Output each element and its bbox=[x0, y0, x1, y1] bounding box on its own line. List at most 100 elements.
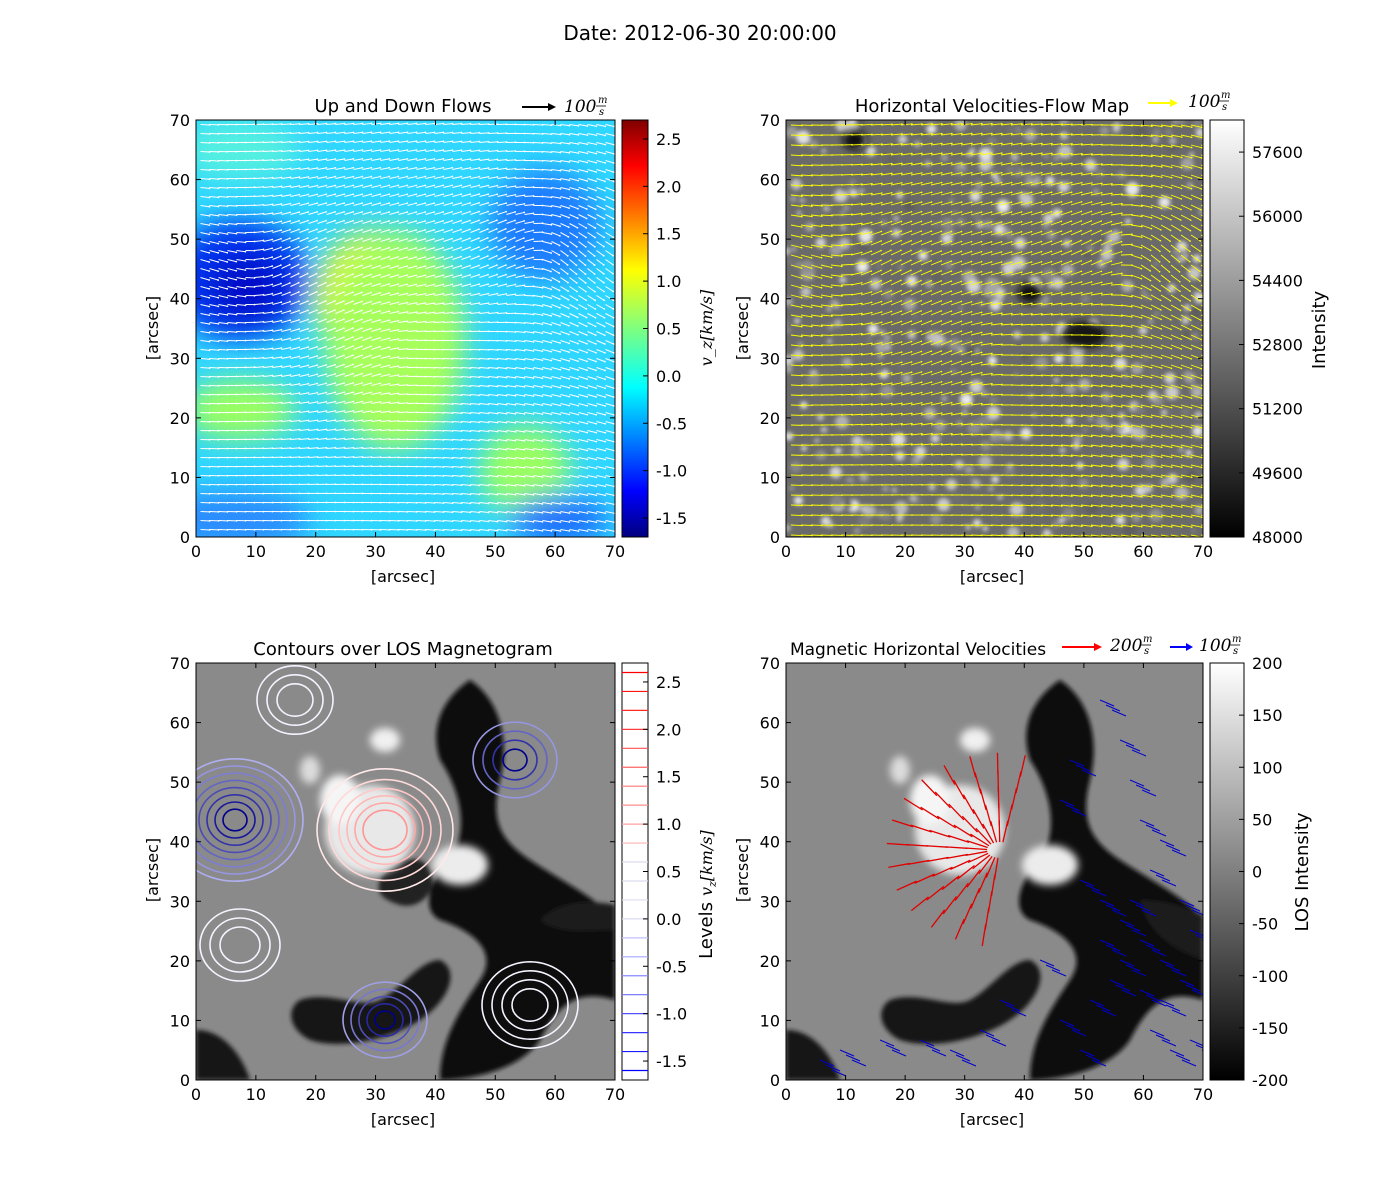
granule bbox=[1167, 284, 1176, 293]
velocity-arrow bbox=[281, 383, 291, 386]
velocity-arrow bbox=[290, 282, 299, 287]
velocity-arrow-head bbox=[532, 247, 535, 249]
velocity-arrow bbox=[533, 295, 543, 298]
granule bbox=[1133, 126, 1147, 140]
velocity-arrow-head bbox=[567, 235, 570, 238]
granule bbox=[1094, 189, 1099, 195]
velocity-arrow bbox=[353, 428, 363, 431]
velocity-arrow bbox=[587, 223, 596, 229]
velocity-arrow bbox=[290, 356, 300, 359]
velocity-arrow bbox=[470, 511, 480, 513]
velocity-arrow bbox=[407, 238, 417, 242]
velocity-arrow-head bbox=[595, 440, 598, 443]
velocity-arrow bbox=[389, 184, 399, 188]
velocity-arrow bbox=[560, 520, 570, 523]
velocity-arrow-head bbox=[568, 530, 571, 532]
velocity-arrow-head bbox=[388, 122, 391, 125]
velocity-arrow-head bbox=[586, 485, 589, 488]
velocity-arrow-head bbox=[342, 300, 345, 303]
velocity-arrow-head bbox=[505, 167, 508, 170]
velocity-arrow-head bbox=[514, 511, 517, 514]
velocity-arrow bbox=[497, 150, 507, 152]
velocity-arrow bbox=[560, 196, 570, 200]
velocity-arrow-head bbox=[496, 283, 499, 286]
velocity-arrow bbox=[398, 220, 408, 224]
velocity-arrow-head bbox=[307, 193, 310, 196]
velocity-arrow bbox=[479, 228, 489, 233]
velocity-arrow bbox=[398, 402, 408, 404]
velocity-arrow-head bbox=[951, 122, 953, 125]
granule bbox=[1014, 372, 1019, 377]
velocity-arrow bbox=[614, 259, 615, 261]
velocity-arrow bbox=[398, 302, 408, 305]
velocity-arrow bbox=[533, 520, 543, 523]
velocity-arrow-head bbox=[442, 219, 445, 222]
velocity-arrow-head bbox=[496, 430, 499, 433]
velocity-arrow-head bbox=[271, 194, 274, 197]
velocity-arrow bbox=[281, 185, 291, 188]
velocity-arrow bbox=[596, 223, 605, 229]
velocity-arrow-head bbox=[593, 273, 596, 275]
velocity-arrow-head bbox=[478, 158, 481, 161]
velocity-arrow bbox=[308, 228, 318, 233]
granule bbox=[1112, 122, 1121, 131]
velocity-arrow bbox=[488, 202, 498, 206]
velocity-arrow bbox=[371, 355, 381, 359]
x-tick-label: 20 bbox=[306, 542, 326, 561]
velocity-arrow bbox=[506, 349, 516, 351]
velocity-arrow-head bbox=[469, 193, 472, 196]
velocity-arrow-head bbox=[388, 328, 391, 331]
colorbar-tick-label: -1.0 bbox=[656, 462, 687, 481]
velocity-arrow bbox=[308, 291, 317, 296]
velocity-arrow bbox=[326, 273, 335, 278]
colorbar-tick-label: 1.0 bbox=[656, 272, 681, 291]
velocity-arrow bbox=[299, 401, 309, 404]
velocity-arrow-head bbox=[388, 166, 391, 169]
velocity-arrow bbox=[281, 374, 291, 377]
velocity-arrow-head bbox=[532, 484, 535, 487]
velocity-arrow-head bbox=[415, 122, 418, 125]
velocity-arrow-head bbox=[316, 167, 319, 169]
velocity-arrow bbox=[515, 367, 525, 370]
velocity-arrow bbox=[299, 246, 308, 251]
velocity-arrow bbox=[470, 141, 480, 143]
velocity-arrow-head bbox=[217, 322, 220, 325]
velocity-arrow bbox=[443, 412, 453, 414]
velocity-arrow-head bbox=[307, 401, 310, 403]
velocity-arrow bbox=[362, 447, 372, 449]
velocity-arrow-head bbox=[559, 315, 561, 318]
granule bbox=[789, 460, 802, 473]
granule bbox=[815, 163, 821, 168]
velocity-arrow-head bbox=[568, 377, 571, 380]
velocity-arrow bbox=[452, 158, 462, 161]
velocity-arrow-head bbox=[586, 180, 589, 182]
velocity-arrow-head bbox=[316, 400, 319, 403]
velocity-arrow bbox=[605, 457, 615, 461]
velocity-arrow-head bbox=[575, 273, 578, 276]
velocity-arrow bbox=[434, 149, 444, 152]
velocity-arrow-head bbox=[351, 291, 354, 294]
velocity-arrow bbox=[452, 193, 462, 197]
velocity-arrow bbox=[596, 349, 606, 354]
granule bbox=[842, 357, 852, 368]
velocity-arrow-head bbox=[424, 140, 427, 143]
velocity-arrow-head bbox=[370, 327, 372, 330]
velocity-arrow bbox=[578, 196, 588, 201]
velocity-arrow bbox=[596, 340, 605, 345]
velocity-arrow bbox=[425, 176, 435, 179]
velocity-arrow-head bbox=[568, 216, 570, 219]
velocity-arrow bbox=[533, 313, 543, 316]
velocity-arrow bbox=[326, 282, 335, 287]
velocity-arrow-head bbox=[289, 310, 292, 312]
velocity-arrow bbox=[443, 140, 453, 143]
velocity-arrow bbox=[533, 385, 543, 388]
velocity-arrow-head bbox=[406, 301, 409, 304]
velocity-arrow-head bbox=[208, 305, 211, 308]
velocity-arrow bbox=[317, 382, 327, 386]
velocity-arrow bbox=[425, 274, 435, 278]
velocity-arrow-head bbox=[585, 227, 588, 229]
velocity-arrow bbox=[443, 274, 453, 278]
velocity-arrow bbox=[416, 193, 426, 197]
velocity-arrow-head bbox=[424, 211, 427, 213]
velocity-arrow-head bbox=[406, 256, 409, 258]
